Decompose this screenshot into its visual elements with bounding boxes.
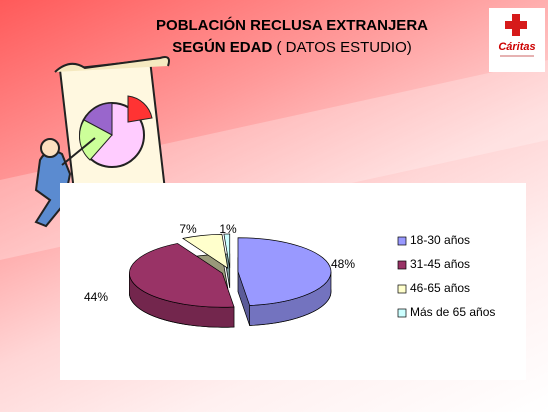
- logo-text: Cáritas: [498, 41, 535, 53]
- paper-roll: [54, 56, 170, 73]
- legend-swatch: [397, 260, 407, 270]
- logo-cross: [505, 14, 527, 36]
- data-label: 48%: [331, 257, 355, 271]
- title-rest: ( DATOS ESTUDIO): [272, 39, 411, 56]
- legend-label: 46-65 años: [410, 281, 470, 295]
- title-line: SEGÚN EDAD ( DATOS ESTUDIO): [172, 38, 411, 56]
- legend-swatch: [397, 284, 407, 294]
- data-label: 7%: [179, 222, 197, 236]
- pie-slice: [237, 237, 332, 306]
- legend-label: Más de 65 años: [410, 305, 495, 319]
- clipart-slice: [79, 119, 113, 161]
- title-line: POBLACIÓN RECLUSA EXTRANJERA: [156, 16, 428, 34]
- logo: Cáritas: [489, 8, 545, 72]
- data-label: 44%: [84, 290, 108, 304]
- pointer: [61, 137, 96, 166]
- clipart-head: [40, 138, 60, 158]
- legend-label: 18-30 años: [410, 233, 470, 247]
- legend-swatch: [397, 236, 407, 246]
- pie-slice: [182, 233, 229, 269]
- legend-swatch: [397, 308, 407, 318]
- title-bold: SEGÚN EDAD: [172, 38, 272, 56]
- pie-slice: [223, 233, 231, 269]
- data-label: 1%: [219, 222, 237, 236]
- chart: 48% 44% 7% 1% 18-30 años 31-45 años 46-65 años…: [84, 222, 495, 328]
- pie-slice: [129, 243, 235, 308]
- clipart-slice: [127, 95, 153, 123]
- legend-label: 31-45 años: [410, 257, 470, 271]
- clipart: [34, 56, 170, 241]
